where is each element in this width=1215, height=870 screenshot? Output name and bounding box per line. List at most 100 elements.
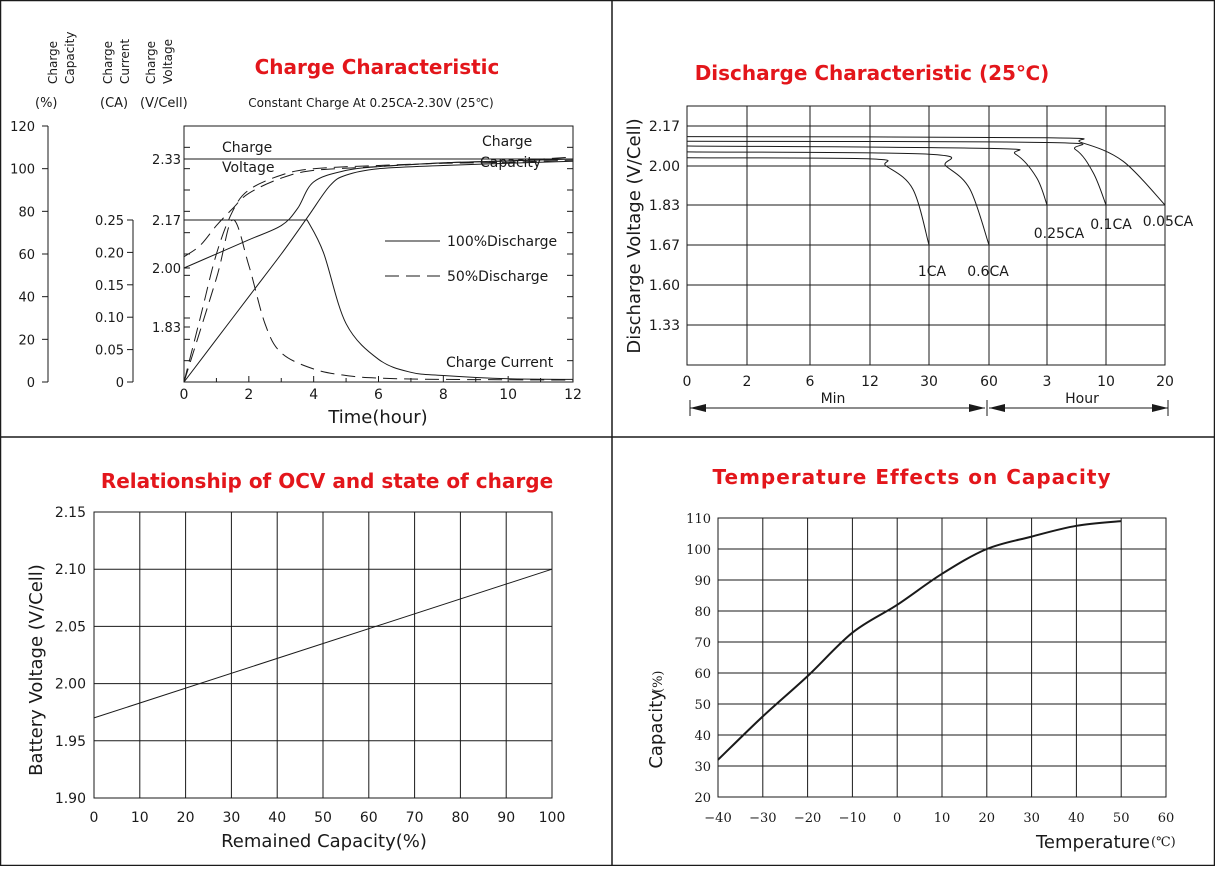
temperature-x-tick-label: 30 bbox=[1023, 811, 1040, 826]
discharge-x-tick-label: 0 bbox=[683, 374, 692, 390]
discharge-x-tick-label: 2 bbox=[743, 374, 752, 390]
temperature-chart-title: Temperature Effects on Capacity bbox=[713, 465, 1112, 489]
current-tick-label: 0.15 bbox=[95, 279, 124, 294]
discharge-curve-0.05CA bbox=[686, 136, 1166, 206]
ocv-curve bbox=[93, 568, 553, 719]
ocv-x-tick-label: 40 bbox=[268, 810, 286, 826]
legend-100-discharge: 100%Discharge bbox=[447, 234, 557, 250]
hour-label: Hour bbox=[1065, 391, 1099, 407]
capacity-tick-label: 60 bbox=[18, 248, 35, 263]
time-tick-label: 0 bbox=[180, 387, 189, 403]
temperature-y-tick-label: 40 bbox=[694, 729, 711, 744]
discharge-plot-frame bbox=[686, 105, 1166, 366]
charge-chart-title: Charge Characteristic bbox=[255, 55, 500, 79]
ocv-x-label: Remained Capacity(%) bbox=[221, 831, 427, 852]
discharge-x-tick-label: 30 bbox=[920, 374, 938, 390]
ocv-x-tick-label: 20 bbox=[177, 810, 195, 826]
ocv-x-tick-label: 50 bbox=[314, 810, 332, 826]
discharge-y-label: Discharge Voltage (V/Cell) bbox=[624, 118, 645, 353]
time-tick-label: 4 bbox=[309, 387, 318, 403]
discharge-chart-title: Discharge Characteristic (25℃) bbox=[695, 61, 1050, 85]
capacity-tick-label: 80 bbox=[18, 205, 35, 220]
temperature-x-tick-label: −40 bbox=[704, 811, 731, 826]
capacity-tick-label: 0 bbox=[27, 376, 35, 391]
discharge-curve-label: 0.1CA bbox=[1090, 217, 1132, 233]
charge-x-label: Time(hour) bbox=[327, 407, 427, 428]
discharge-y-tick-label: 1.67 bbox=[649, 238, 680, 254]
ocv-y-label: Battery Voltage (V/Cell) bbox=[26, 564, 47, 776]
discharge-curve-0.1CA bbox=[686, 140, 1107, 206]
capacity-tick-label: 120 bbox=[10, 120, 35, 135]
discharge-x-tick-label: 12 bbox=[861, 374, 879, 390]
temperature-x-label: Temperature bbox=[1035, 832, 1150, 853]
temperature-curve bbox=[717, 520, 1122, 761]
discharge-curve-1CA bbox=[686, 157, 930, 246]
min-arrow-right-icon bbox=[969, 404, 985, 412]
voltage-tick-label: 2.00 bbox=[152, 262, 181, 277]
discharge-curve-0.25CA bbox=[686, 145, 1048, 206]
temperature-y-tick-label: 70 bbox=[694, 636, 711, 651]
temperature-y-tick-label: 100 bbox=[686, 543, 711, 558]
min-label: Min bbox=[821, 391, 846, 407]
time-tick-label: 10 bbox=[499, 387, 517, 403]
ocv-x-tick-label: 80 bbox=[451, 810, 469, 826]
time-tick-label: 8 bbox=[439, 387, 448, 403]
ocv-line bbox=[93, 568, 553, 719]
ocv-x-tick-label: 90 bbox=[497, 810, 515, 826]
temperature-x-tick-label: 60 bbox=[1158, 811, 1175, 826]
current-tick-label: 0.20 bbox=[95, 246, 124, 261]
discharge-curve-label: 0.6CA bbox=[967, 264, 1009, 280]
charge-plot-ticks: 1.83 2.00 2.17 2.33 0 2 4 6 8 10 12 bbox=[152, 146, 582, 403]
ocv-x-tick-label: 60 bbox=[360, 810, 378, 826]
voltage-tick-label: 2.33 bbox=[152, 153, 181, 168]
ocv-x-tick-label: 0 bbox=[90, 810, 99, 826]
discharge-curve-label: 1CA bbox=[918, 264, 947, 280]
capacity-tick-label: 40 bbox=[18, 291, 35, 306]
discharge-y-tick-label: 2.17 bbox=[649, 119, 680, 135]
capacity-header-line2: Capacity bbox=[63, 32, 77, 84]
temperature-y-tick-label: 80 bbox=[694, 605, 711, 620]
temperature-grid: 20 30 40 50 60 70 80 90 100 110 −40 −30 −20 −10 0 10 20 3… bbox=[686, 512, 1174, 826]
discharge-x-tick-label: 20 bbox=[1156, 374, 1174, 390]
hour-arrow-left-icon bbox=[989, 404, 1005, 412]
discharge-curve-0.6CA bbox=[686, 151, 990, 246]
current-header-line2: Current bbox=[118, 39, 132, 84]
discharge-x-tick-label: 6 bbox=[806, 374, 815, 390]
temperature-y-tick-label: 110 bbox=[686, 512, 711, 527]
current-tick-label: 0.10 bbox=[95, 311, 124, 326]
dashed-capacity-curve bbox=[183, 159, 574, 383]
time-tick-label: 12 bbox=[564, 387, 582, 403]
hour-arrow-right-icon bbox=[1152, 404, 1168, 412]
discharge-y-tick-label: 1.83 bbox=[649, 198, 680, 214]
ocv-y-tick-label: 1.90 bbox=[55, 791, 86, 807]
ocv-y-tick-label: 2.10 bbox=[55, 562, 86, 578]
temperature-x-unit: (℃) bbox=[1151, 835, 1176, 850]
temperature-y-tick-label: 60 bbox=[694, 667, 711, 682]
current-axis: 0 0.05 0.10 0.15 0.20 0.25 bbox=[95, 214, 134, 391]
ocv-panel: Relationship of OCV and state of charge … bbox=[26, 469, 565, 852]
temperature-panel: Temperature Effects on Capacity Capacity… bbox=[646, 465, 1176, 853]
capacity-unit: (%) bbox=[35, 96, 58, 111]
capacity-tick-label: 100 bbox=[10, 163, 35, 178]
temperature-x-tick-label: 50 bbox=[1113, 811, 1130, 826]
charge-capacity-label-1: Charge bbox=[482, 134, 532, 150]
temperature-x-tick-label: −30 bbox=[749, 811, 776, 826]
min-arrow-left-icon bbox=[690, 404, 706, 412]
current-tick-label: 0.25 bbox=[95, 214, 124, 229]
ocv-x-tick-label: 10 bbox=[131, 810, 149, 826]
discharge-x-tick-label: 3 bbox=[1043, 374, 1052, 390]
temperature-x-tick-label: −10 bbox=[839, 811, 866, 826]
time-tick-label: 6 bbox=[374, 387, 383, 403]
solid-current-curve bbox=[184, 219, 574, 380]
voltage-header-line2: Voltage bbox=[161, 39, 175, 84]
discharge-characteristic-panel: Discharge Characteristic (25℃) Discharge… bbox=[624, 61, 1194, 416]
discharge-curves: 1CA 0.6CA 0.25CA 0.1CA 0.05CA bbox=[686, 136, 1194, 280]
current-tick-label: 0 bbox=[116, 376, 124, 391]
discharge-y-tick-label: 1.60 bbox=[649, 278, 680, 294]
ocv-chart-title: Relationship of OCV and state of charge bbox=[101, 469, 553, 493]
ocv-y-tick-label: 2.15 bbox=[55, 505, 86, 521]
voltage-unit: (V/Cell) bbox=[140, 96, 188, 111]
discharge-curve-label: 0.25CA bbox=[1034, 226, 1085, 242]
